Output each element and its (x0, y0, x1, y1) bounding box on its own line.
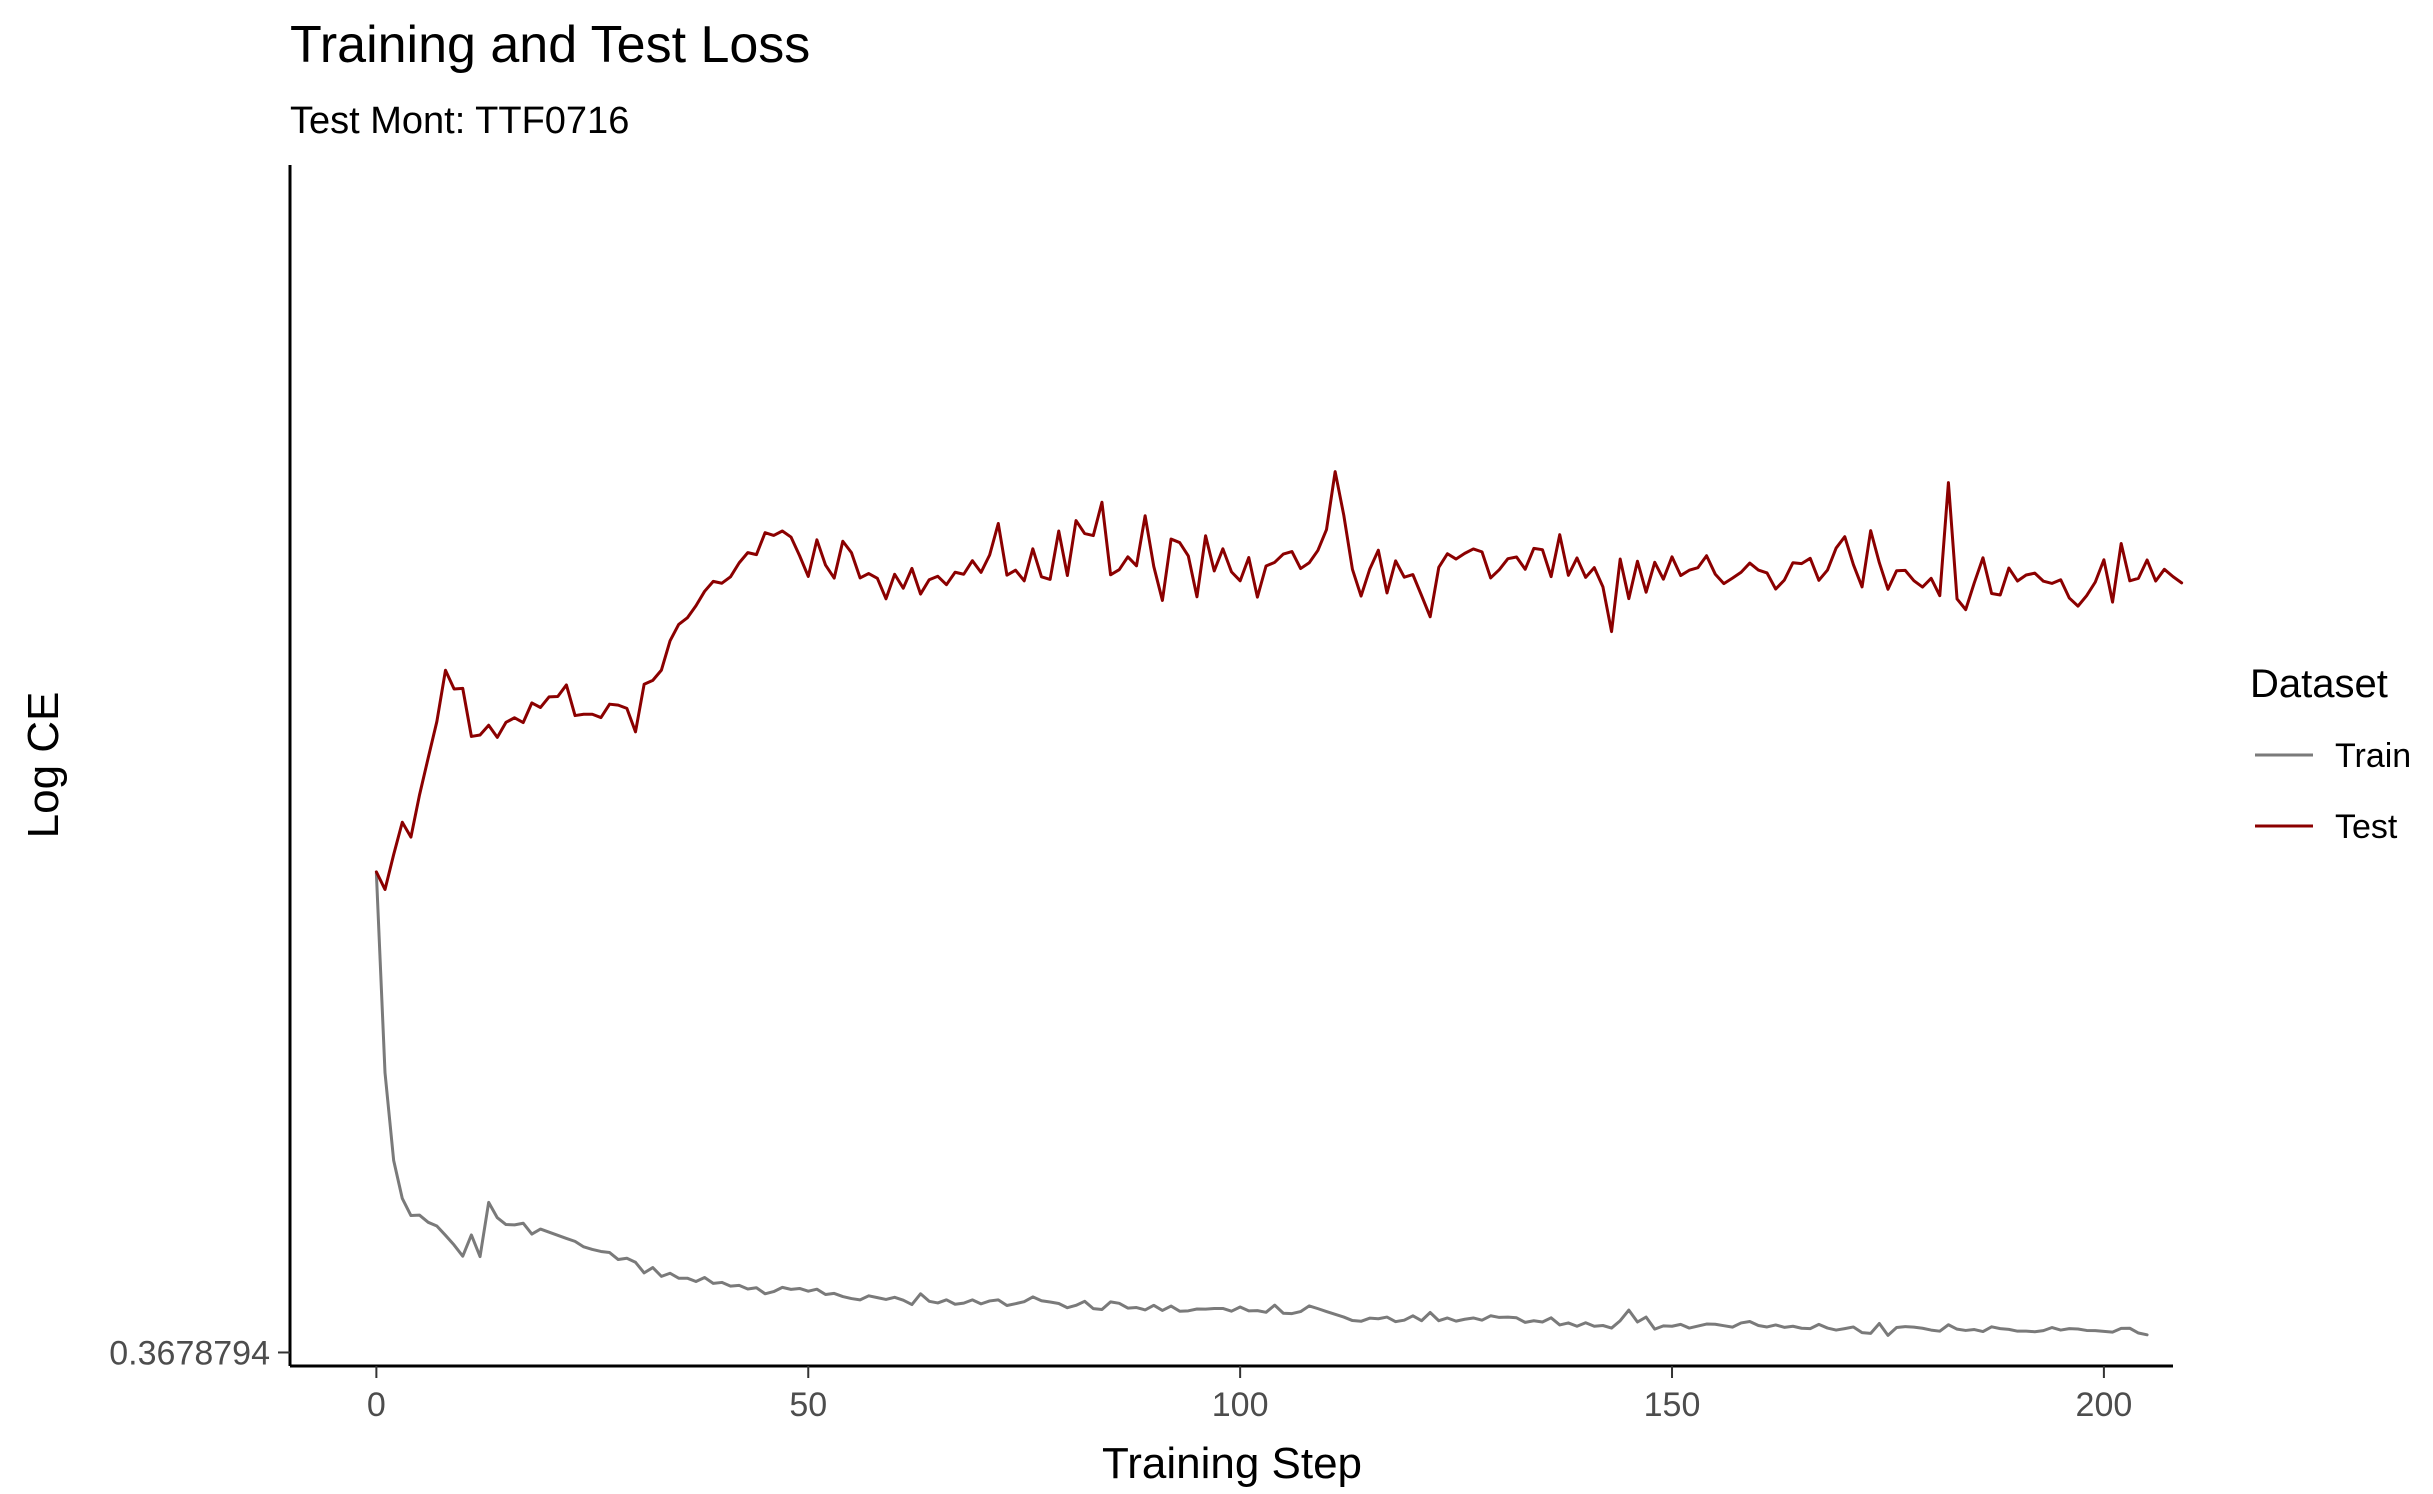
x-tick-label: 200 (2076, 1386, 2133, 1424)
x-tick-label: 100 (1212, 1386, 1269, 1424)
x-axis-title: Training Step (1102, 1439, 1362, 1488)
legend-title: Dataset (2250, 662, 2388, 706)
series-line-train (374, 871, 2149, 1337)
y-axis-ticks: 0.3678794 (109, 1334, 290, 1372)
legend-label-train: Train (2335, 737, 2411, 775)
series-line-test (374, 470, 2184, 891)
chart-title: Training and Test Loss (290, 16, 810, 74)
x-tick-label: 150 (1644, 1386, 1701, 1424)
legend: Dataset Train Test (2250, 662, 2411, 846)
chart-subtitle: Test Mont: TTF0716 (290, 100, 629, 142)
y-axis-title: Log CE (19, 692, 68, 839)
series-layer (374, 470, 2184, 1337)
x-tick-label: 0 (367, 1386, 386, 1424)
x-tick-label: 50 (789, 1386, 827, 1424)
legend-label-test: Test (2335, 808, 2398, 846)
x-axis-ticks: 0 50 100 150 200 (367, 1366, 2132, 1424)
y-tick-label: 0.3678794 (109, 1334, 270, 1372)
